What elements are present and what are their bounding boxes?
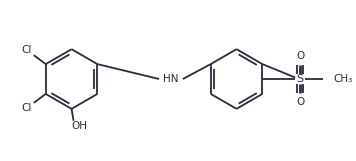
Text: O: O [296, 97, 304, 107]
Text: O: O [296, 51, 304, 61]
Text: OH: OH [72, 121, 88, 131]
Text: Cl: Cl [22, 103, 32, 113]
Text: CH₃: CH₃ [333, 74, 352, 84]
Text: S: S [297, 74, 304, 84]
Text: Cl: Cl [22, 45, 32, 55]
Text: HN: HN [163, 74, 179, 84]
